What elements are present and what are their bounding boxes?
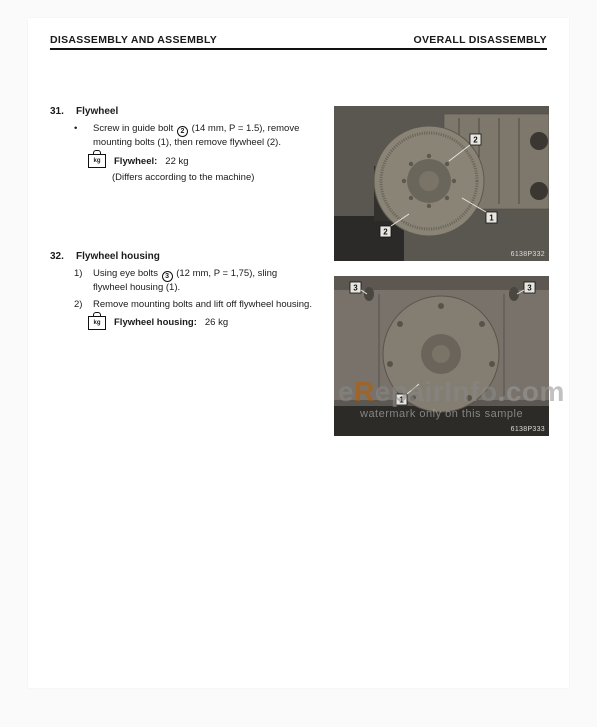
header-left: DISASSEMBLY AND ASSEMBLY: [50, 34, 217, 46]
step-number: 1): [74, 268, 88, 295]
weight-row: kg Flywheel housing: 26 kg: [88, 316, 312, 330]
step-number: 2): [74, 299, 88, 312]
text-fragment: Screw in guide bolt: [93, 123, 173, 134]
page-header: DISASSEMBLY AND ASSEMBLY OVERALL DISASSE…: [50, 34, 547, 50]
callout-circle-icon: 3: [162, 271, 173, 282]
step-bullet: • Screw in guide bolt 2 (14 mm, P = 1.5)…: [74, 123, 312, 150]
weight-label: Flywheel:: [114, 156, 157, 167]
weight-icon: kg: [88, 316, 106, 330]
section-title: Flywheel housing: [76, 251, 160, 262]
svg-text:1: 1: [489, 214, 494, 223]
weight-value: 22 kg: [165, 156, 188, 167]
page-body: 2 2 1 6138P332: [50, 106, 547, 330]
weight-value: 26 kg: [205, 317, 228, 328]
section-31-flywheel: 31. Flywheel • Screw in guide bolt 2 (14…: [50, 106, 547, 185]
text-fragment: Using eye bolts: [93, 268, 158, 279]
manual-page: DISASSEMBLY AND ASSEMBLY OVERALL DISASSE…: [28, 18, 569, 688]
section-number: 31.: [50, 106, 70, 117]
svg-text:1: 1: [399, 396, 404, 405]
step-text: Remove mounting bolts and lift off flywh…: [93, 299, 312, 312]
section-body: • Screw in guide bolt 2 (14 mm, P = 1.5)…: [74, 123, 312, 185]
section-body: 1) Using eye bolts 3 (12 mm, P = 1,75), …: [74, 268, 312, 330]
photo-id: 6138P333: [511, 426, 545, 433]
header-right: OVERALL DISASSEMBLY: [414, 34, 547, 46]
section-heading: 31. Flywheel: [50, 106, 547, 117]
svg-text:2: 2: [383, 228, 388, 237]
weight-note: (Differs according to the machine): [112, 172, 312, 185]
weight-row: kg Flywheel: 22 kg: [88, 154, 312, 168]
step-text: Using eye bolts 3 (12 mm, P = 1,75), sli…: [93, 268, 312, 295]
callout-circle-icon: 2: [177, 126, 188, 137]
weight-icon: kg: [88, 154, 106, 168]
step-1: 1) Using eye bolts 3 (12 mm, P = 1,75), …: [74, 268, 312, 295]
section-32-flywheel-housing: 32. Flywheel housing 1) Using eye bolts …: [50, 251, 547, 330]
weight-label: Flywheel housing:: [114, 317, 197, 328]
step-2: 2) Remove mounting bolts and lift off fl…: [74, 299, 312, 312]
section-heading: 32. Flywheel housing: [50, 251, 547, 262]
step-text: Screw in guide bolt 2 (14 mm, P = 1.5), …: [93, 123, 312, 150]
section-title: Flywheel: [76, 106, 118, 117]
section-number: 32.: [50, 251, 70, 262]
bullet-icon: •: [74, 123, 88, 150]
